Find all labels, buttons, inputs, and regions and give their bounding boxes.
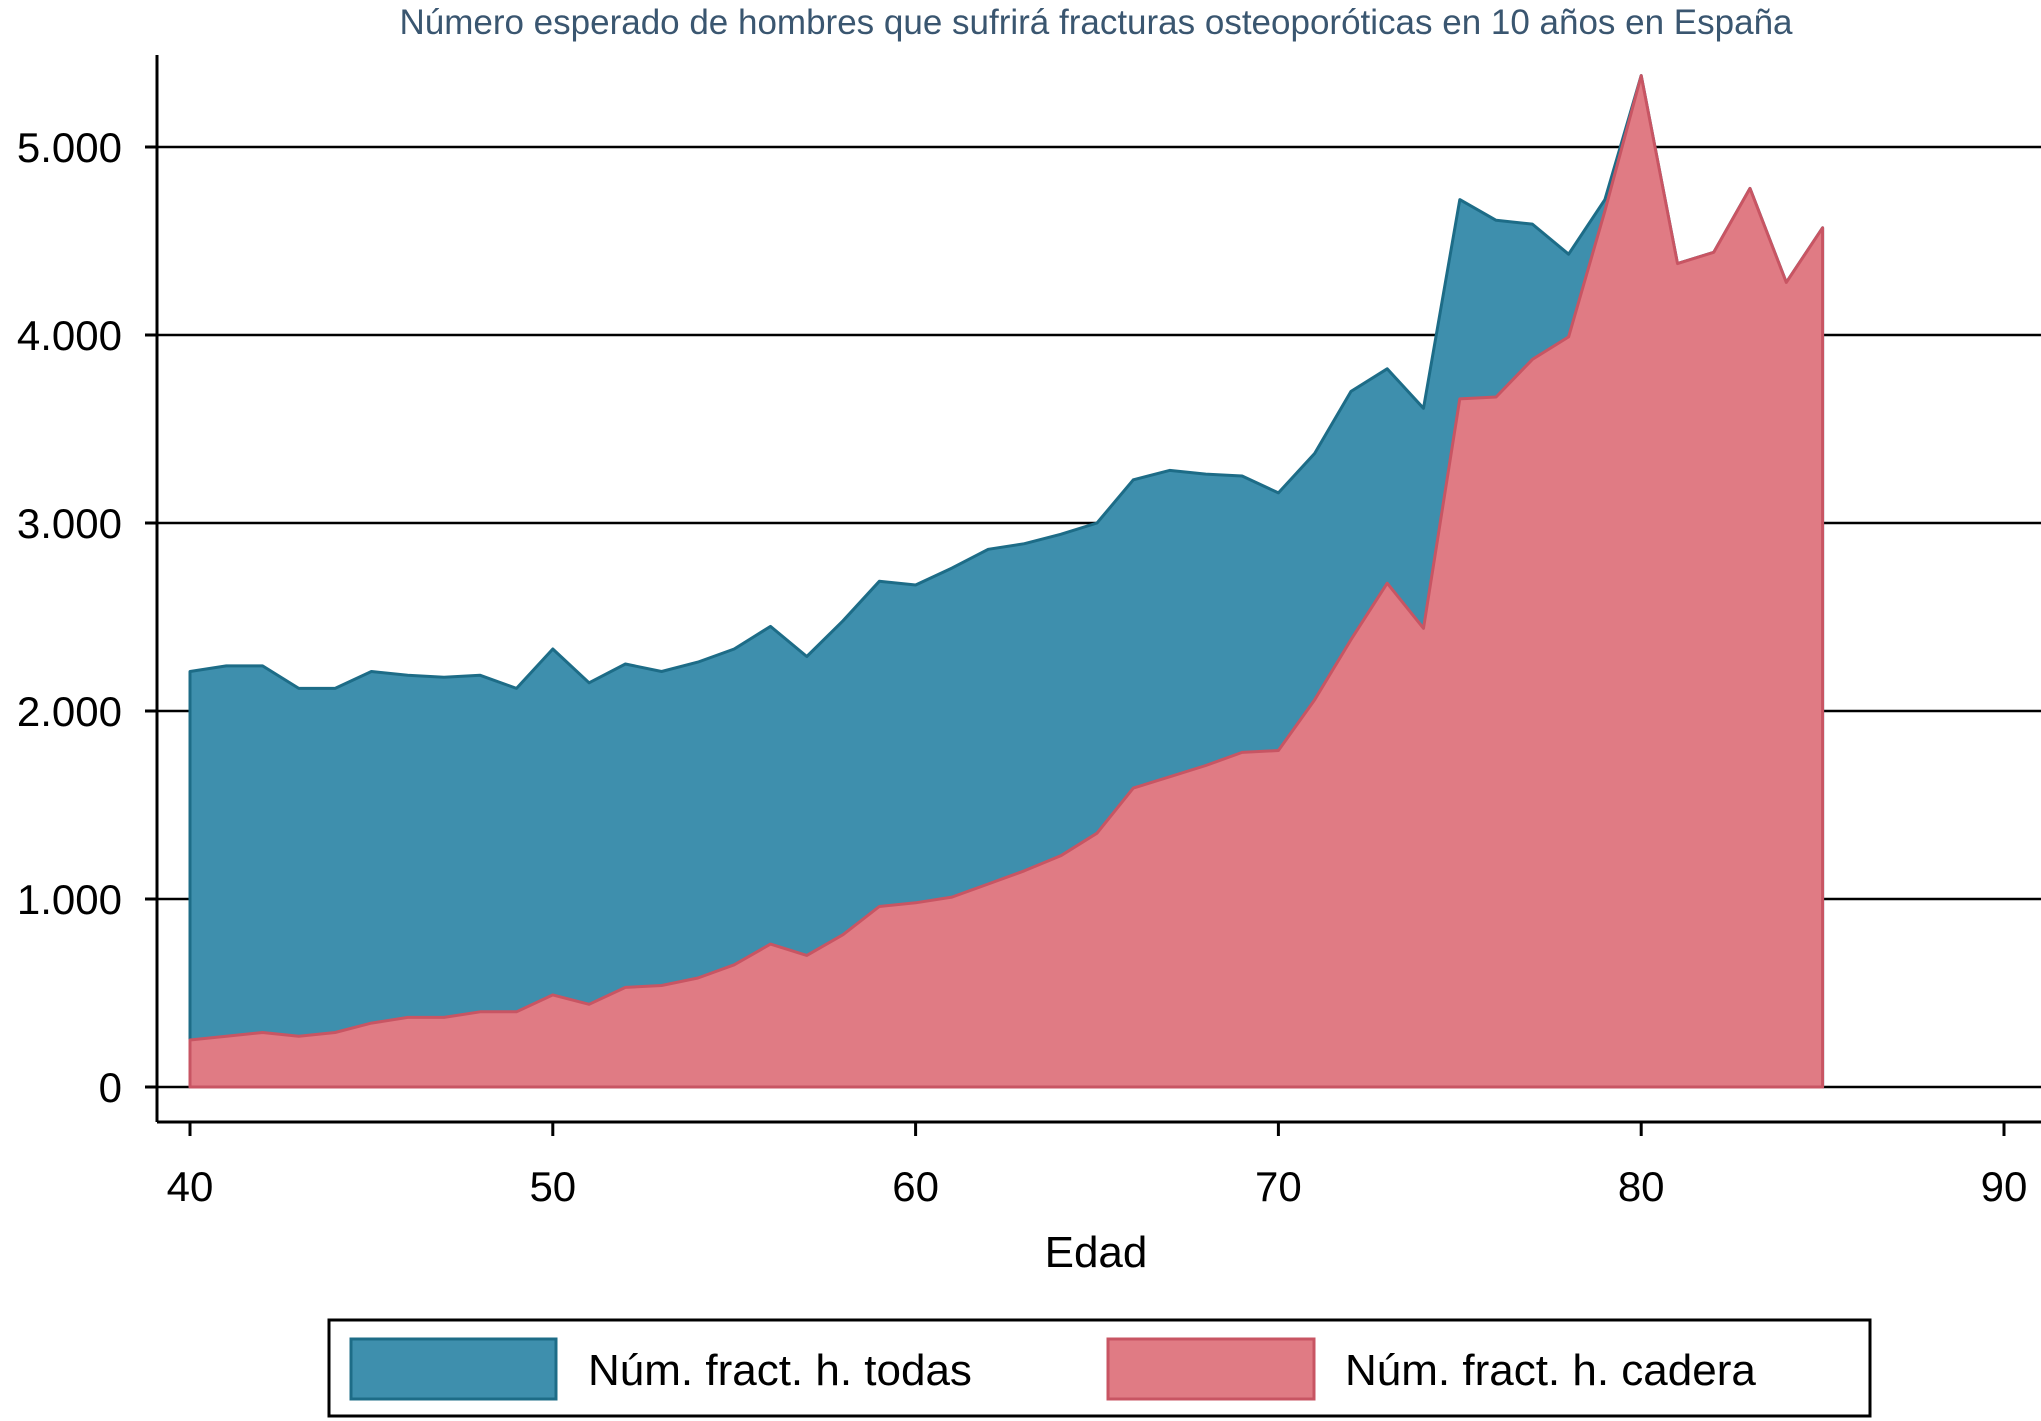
y-tick-label-5: 5.000: [17, 124, 122, 171]
x-tick-label-5: 90: [1981, 1163, 2028, 1210]
y-tick-label-0: 0: [99, 1064, 122, 1111]
plot-areas: [188, 74, 1825, 1089]
y-tick-label-2: 2.000: [17, 688, 122, 735]
legend-swatch-todas: [349, 1337, 558, 1401]
area-series-1: [188, 74, 1825, 1089]
legend-frame: [327, 1318, 1872, 1418]
x-ticks: 40 50 60 70 80 90: [167, 1122, 2028, 1210]
y-tick-label-3: 3.000: [17, 500, 122, 547]
legend-label-todas: Núm. fract. h. todas: [588, 1346, 972, 1395]
x-tick-label-1: 50: [529, 1163, 576, 1210]
chart-title: Número esperado de hombres que sufrirá f…: [399, 3, 1793, 42]
axes: [155, 55, 2041, 1124]
x-tick-label-2: 60: [892, 1163, 939, 1210]
legend-swatch-cadera: [1106, 1337, 1316, 1401]
x-tick-label-0: 40: [167, 1163, 214, 1210]
y-tick-label-1: 1.000: [17, 876, 122, 923]
x-tick-label-4: 80: [1618, 1163, 1665, 1210]
x-tick-label-3: 70: [1255, 1163, 1302, 1210]
y-ticks: 0 1.000 2.000 3.000 4.000 5.000: [17, 124, 157, 1111]
legend: Núm. fract. h. todas Núm. fract. h. cade…: [327, 1318, 1872, 1418]
x-axis-title: Edad: [1045, 1228, 1148, 1277]
y-tick-label-4: 4.000: [17, 312, 122, 359]
legend-label-cadera: Núm. fract. h. cadera: [1345, 1346, 1756, 1395]
